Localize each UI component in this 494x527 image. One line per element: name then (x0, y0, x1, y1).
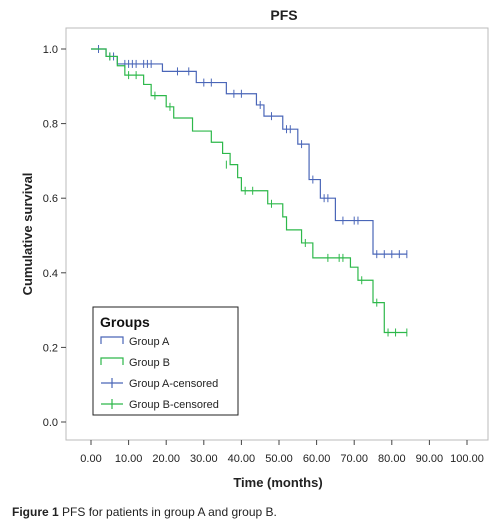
x-tick-label: 30.00 (190, 453, 218, 465)
x-tick-label: 10.00 (115, 453, 143, 465)
legend-box (92, 306, 239, 416)
group-a-series (91, 45, 408, 259)
legend-group-b-label: Group B (129, 357, 170, 369)
legend-group-b: Group B (100, 357, 170, 369)
x-tick-label: 90.00 (416, 453, 444, 465)
x-tick-label: 20.00 (152, 453, 180, 465)
legend-group-a-label: Group A (129, 336, 170, 348)
legend: Groups Group A Group B Group A-censored Grou… (92, 306, 239, 416)
x-tick-label: 50.00 (265, 453, 293, 465)
y-tick-label: 0.0 (43, 417, 58, 429)
y-tick-label: 1.0 (43, 44, 58, 56)
group-b-series (91, 48, 408, 337)
legend-title: Groups (100, 314, 150, 330)
caption-label: Figure 1 (12, 505, 59, 519)
y-tick-label: 0.4 (43, 268, 58, 280)
legend-group-b-censored-label: Group B-censored (129, 399, 219, 411)
x-tick-label: 40.00 (228, 453, 256, 465)
axes: 0.00 10.00 20.00 30.00 40.00 50.00 60.00 70.00 8… (43, 44, 484, 465)
y-tick-label: 0.2 (43, 342, 58, 354)
group-b-curve (91, 48, 407, 334)
km-chart: PFS Time (months) Cumulative survival 0.… (20, 7, 489, 490)
x-tick-label: 60.00 (303, 453, 331, 465)
y-tick-label: 0.8 (43, 119, 58, 131)
x-tick-label: 80.00 (378, 453, 406, 465)
figure-caption: Figure 1 PFS for patients in group A and… (12, 505, 277, 519)
legend-group-b-censored: Group B-censored (101, 399, 219, 411)
legend-group-a-censored: Group A-censored (101, 378, 218, 390)
caption-text: PFS for patients in group A and group B. (62, 505, 277, 519)
series-layer (91, 45, 408, 337)
legend-group-a-censored-label: Group A-censored (129, 378, 218, 390)
legend-group-a: Group A (100, 336, 170, 348)
x-tick-label: 0.00 (80, 453, 101, 465)
y-tick-label: 0.6 (43, 193, 58, 205)
x-axis-label: Time (months) (233, 475, 322, 490)
x-tick-label: 70.00 (340, 453, 368, 465)
y-axis-label: Cumulative survival (20, 173, 35, 296)
x-tick-label: 100.00 (450, 453, 484, 465)
chart-title: PFS (270, 7, 297, 23)
legend-group-a-swatch (100, 336, 124, 344)
legend-group-b-swatch (100, 357, 124, 365)
